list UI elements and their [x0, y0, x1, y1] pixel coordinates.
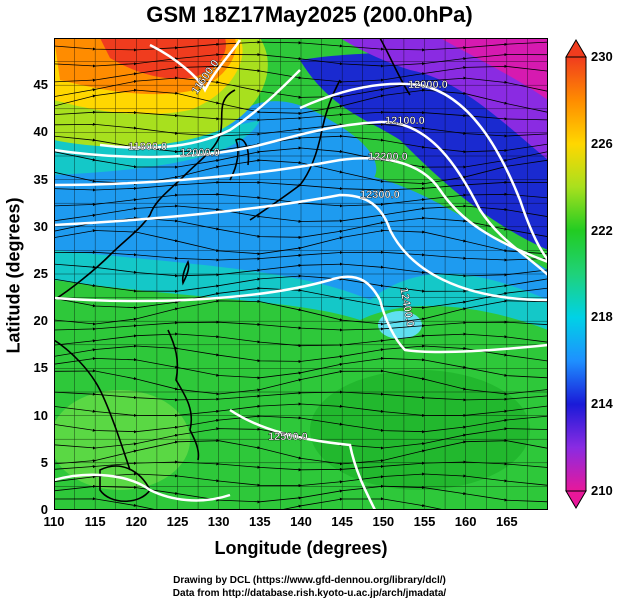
chart-title: GSM 18Z17May2025 (200.0hPa): [146, 2, 473, 27]
contour-line-12500: [229, 408, 377, 510]
streamline: [54, 122, 548, 138]
credit-drawing: Drawing by DCL (https://www.gfd-dennou.o…: [173, 575, 446, 586]
colorbar-body: [565, 56, 587, 492]
x-tick-label: 110: [43, 514, 65, 529]
contour-label: 12000.0: [408, 79, 448, 91]
map-frame: [54, 38, 548, 510]
x-tick-label: 140: [290, 514, 312, 529]
x-tick-label: 160: [454, 514, 477, 529]
y-tick-label: 30: [33, 218, 48, 234]
streamline: [54, 460, 548, 472]
colorbar-tick-label: 230: [591, 49, 613, 64]
streamline: [54, 320, 548, 332]
streamline: [54, 192, 548, 208]
colorbar-tick-label: 214: [591, 396, 613, 412]
contour-line-11600: [149, 39, 242, 93]
y-tick-label: 45: [33, 77, 48, 93]
contour-label: 12300.0: [360, 189, 400, 201]
streamline: [54, 299, 548, 326]
contour-label: 12200.0: [368, 151, 408, 163]
streamline: [54, 497, 508, 510]
x-tick-label: 130: [207, 514, 230, 529]
colorbar-tick-label: 218: [591, 309, 613, 325]
contour-label: 12500.0: [268, 431, 308, 443]
x-tick-label: 150: [372, 514, 395, 529]
streamline: [54, 229, 548, 256]
streamline: [54, 390, 548, 402]
y-tick-label: 20: [33, 313, 48, 329]
x-axis-label: Longitude (degrees): [214, 538, 388, 558]
x-tick-label: 120: [125, 514, 148, 529]
streamline: [54, 40, 548, 52]
contour-label: 12100.0: [385, 115, 425, 127]
temp-band-magenta: [440, 38, 548, 100]
colorbar: [565, 39, 587, 509]
x-tick-label: 135: [248, 514, 271, 529]
streamline: [54, 110, 548, 122]
y-axis-label: Latitude (degrees): [3, 197, 24, 354]
x-tick-label: 155: [413, 514, 436, 529]
x-tick-label: 115: [84, 514, 106, 529]
contour-line-12100: [54, 120, 548, 276]
colorbar-tick-label: 222: [591, 222, 613, 238]
x-tick-label: 125: [166, 514, 189, 529]
contour-line-12400: [54, 275, 548, 354]
y-tick-label: 35: [33, 171, 48, 187]
contour-label: 11800.0: [128, 141, 167, 153]
y-tick-label: 10: [33, 407, 48, 423]
contour-line-12300: [54, 193, 548, 302]
streamline: [54, 369, 548, 396]
x-tick-label: 165: [495, 514, 518, 529]
y-tick-label: 5: [40, 454, 48, 470]
streamline: [54, 250, 548, 262]
y-tick-label: 25: [33, 266, 48, 281]
colorbar-bottom-triangle: [565, 490, 587, 509]
contour-line-11800: [99, 69, 301, 150]
y-tick-label: 0: [40, 502, 48, 517]
x-tick-label: 145: [331, 514, 353, 529]
y-tick-label: 40: [33, 124, 48, 140]
contour-line-12500-west: [54, 473, 231, 502]
colorbar-tick-label: 210: [591, 483, 613, 498]
contour-label: 12000.0: [180, 147, 220, 159]
streamline: [54, 52, 548, 68]
streamline: [54, 438, 548, 466]
height-contours: [54, 39, 548, 510]
credit-data: Data from http://database.rish.kyoto-u.a…: [172, 588, 447, 599]
contour-line-12200: [54, 157, 548, 264]
contour-line-12000: [299, 82, 548, 261]
colorbar-tick-label: 226: [591, 135, 613, 151]
y-tick-label: 15: [33, 360, 48, 376]
colorbar-top-triangle: [565, 39, 587, 58]
